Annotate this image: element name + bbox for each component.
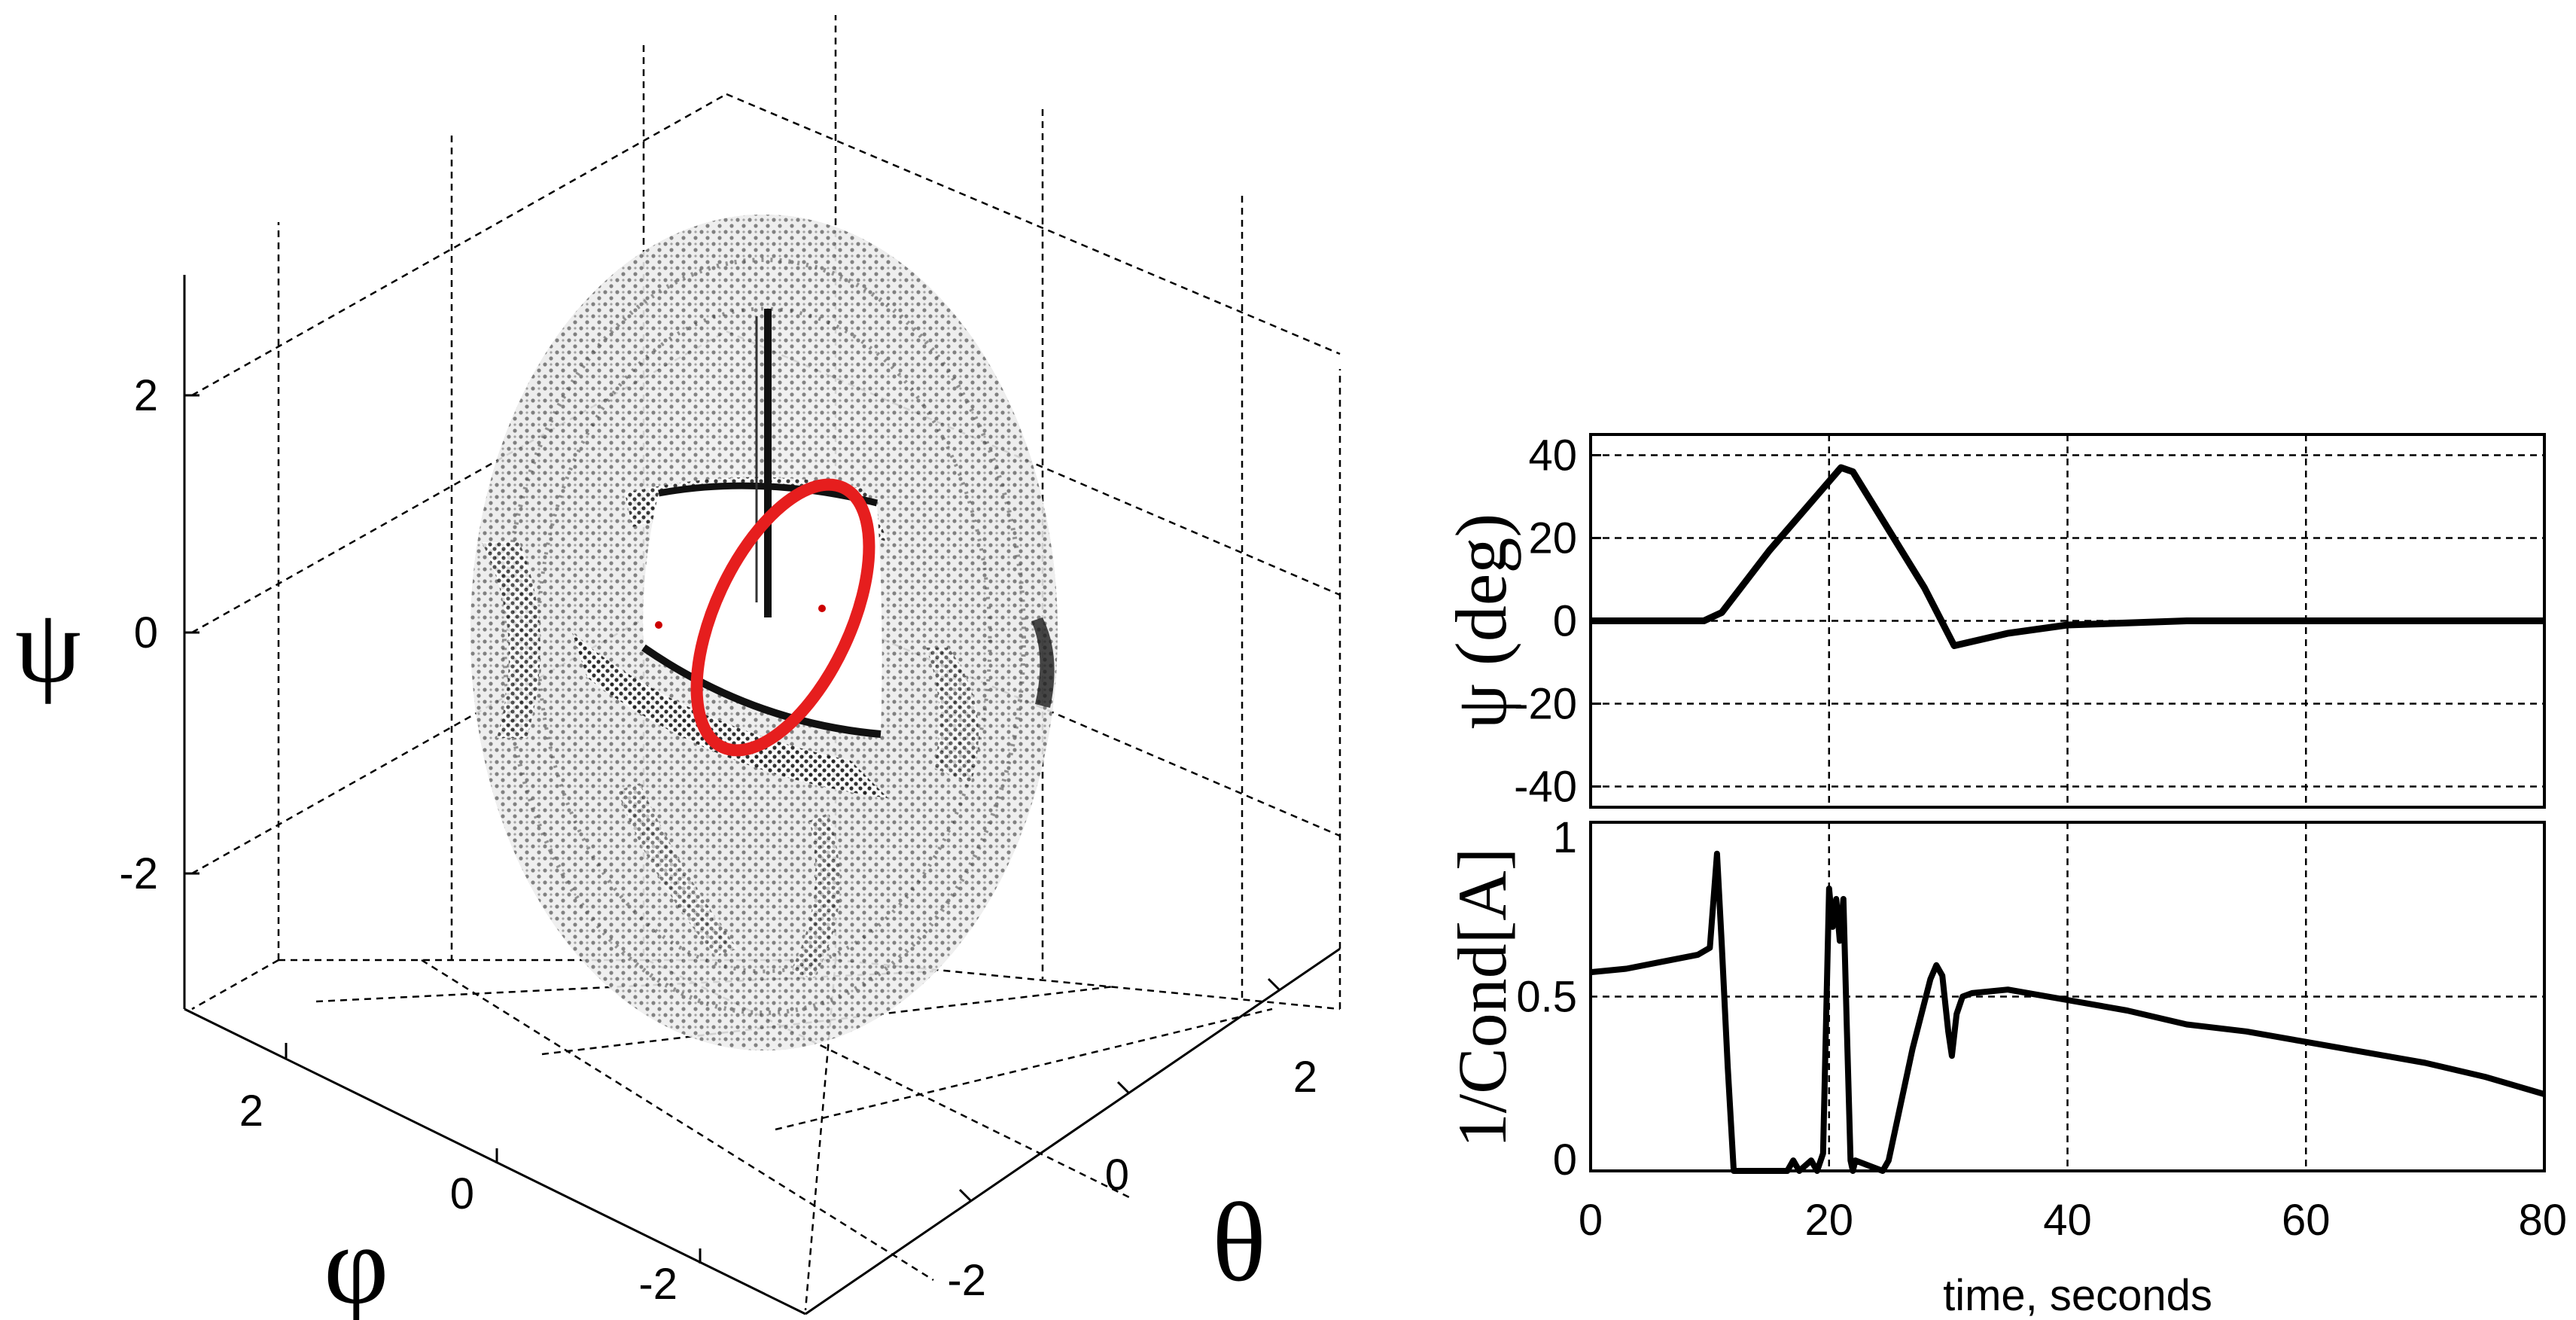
psi-series-line [1591,464,2544,649]
psi-y-tick-label: -20 [1514,680,1577,729]
y-axis-tick-labels: 2 0 -2 [239,1087,677,1309]
cond-x-tick-label: 40 [2043,1196,2092,1245]
trajectory-marker [655,621,662,629]
y-tick-label: 2 [239,1087,263,1136]
z-tick-label: 0 [134,608,158,657]
cond-plot: 10.50 0 20 40 60 80 1/Cond[A] time, seconds [1444,813,2567,1320]
x-axis-tick-labels: -2 0 2 [947,1053,1317,1305]
trajectory-loop [690,478,875,757]
x-tick-label: 2 [1293,1053,1317,1102]
psi-y-tick-label: 20 [1528,514,1577,563]
cond-y-tick-label: 1 [1553,813,1577,862]
x-axis-label: θ [1212,1180,1266,1305]
x-tick-label: 0 [1105,1151,1129,1200]
y-axis-label: φ [324,1203,389,1320]
psi-y-tick-label: -40 [1514,763,1577,812]
trajectory-marker [818,605,826,612]
cond-y-tick-label: 0.5 [1516,973,1577,1022]
z-tick-label: 2 [134,371,158,420]
psi-y-tick-label: 40 [1528,431,1577,480]
cond-series-line [1590,850,2546,1174]
psi-y-tick-labels: 40 20 0 -20 -40 [1514,431,1601,812]
psi-plot: 40 20 0 -20 -40 ψ (deg) [1441,431,2546,812]
z-axis-label: ψ [15,588,81,705]
axes-3d [183,275,1341,1315]
cond-x-tick-label: 0 [1579,1196,1603,1245]
z-axis-tick-labels: 2 0 -2 [119,371,158,898]
cond-y-tick-label: 0 [1553,1136,1577,1184]
y-tick-label: -2 [638,1260,677,1309]
cond-y-axis-label: 1/Cond[A] [1444,848,1521,1148]
cond-x-tick-label: 20 [1804,1196,1853,1245]
cond-x-axis-label: time, seconds [1943,1271,2212,1320]
cond-x-tick-label: 60 [2282,1196,2331,1245]
torus-3d-plot: 2 0 -2 2 0 -2 -2 0 2 ψ φ θ [15,15,1341,1320]
y-tick-label: 0 [450,1169,474,1218]
psi-y-tick-label: 0 [1553,597,1577,646]
z-tick-label: -2 [119,849,158,898]
cond-y-tick-labels: 10.50 [1516,813,1577,1184]
cond-x-tick-label: 80 [2518,1196,2567,1245]
x-tick-label: -2 [947,1256,986,1305]
cond-x-tick-labels: 0 20 40 60 80 [1579,1196,2567,1245]
psi-y-axis-label: ψ (deg) [1441,514,1521,730]
